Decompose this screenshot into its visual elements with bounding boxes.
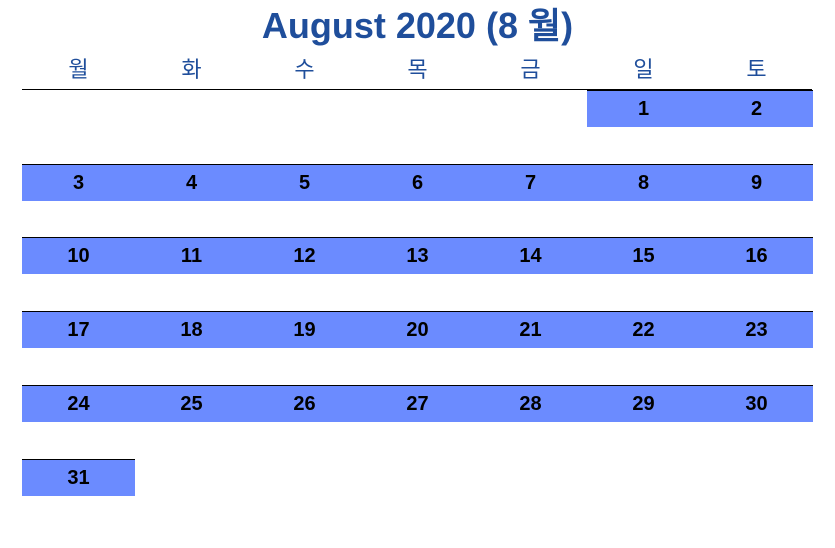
day-cell[interactable]: 2 (700, 90, 813, 127)
week-row: 24 25 26 27 28 29 30 (22, 385, 813, 422)
weekday-tue: 화 (181, 58, 202, 83)
weekday-mon: 월 (68, 58, 89, 83)
day-cell[interactable]: 6 (361, 164, 474, 201)
weekday-sun: 일 (633, 58, 654, 83)
day-cell[interactable]: 16 (700, 237, 813, 274)
week-row: 31 (22, 459, 812, 496)
day-cell[interactable]: 13 (361, 237, 474, 274)
day-cell[interactable]: 26 (248, 385, 361, 422)
week-row: 17 18 19 20 21 22 23 (22, 311, 813, 348)
day-cell[interactable]: 10 (22, 237, 135, 274)
day-cell[interactable]: 9 (700, 164, 813, 201)
day-cell[interactable]: 29 (587, 385, 700, 422)
calendar-title: August 2020 (8 월) (261, 5, 574, 46)
empty-day-cell (248, 90, 361, 127)
weekday-sat: 토 (746, 58, 767, 83)
day-cell[interactable]: 27 (361, 385, 474, 422)
header-divider (22, 89, 812, 90)
empty-day-cell (22, 90, 135, 127)
day-cell[interactable]: 12 (248, 237, 361, 274)
day-cell[interactable]: 21 (474, 311, 587, 348)
day-cell[interactable]: 23 (700, 311, 813, 348)
day-cell[interactable]: 5 (248, 164, 361, 201)
day-cell[interactable]: 19 (248, 311, 361, 348)
day-cell[interactable]: 28 (474, 385, 587, 422)
empty-day-cell (361, 459, 474, 496)
day-cell[interactable]: 31 (22, 459, 135, 496)
weekday-fri: 금 (520, 58, 541, 83)
empty-day-cell (135, 90, 248, 127)
day-cell[interactable]: 20 (361, 311, 474, 348)
empty-day-cell (474, 90, 587, 127)
day-cell[interactable]: 22 (587, 311, 700, 348)
weekday-header: 월 화 수 목 금 일 토 (22, 56, 812, 86)
day-cell[interactable]: 14 (474, 237, 587, 274)
day-cell[interactable]: 25 (135, 385, 248, 422)
weekday-thu: 목 (407, 58, 428, 83)
empty-day-cell (248, 459, 361, 496)
weekday-wed: 수 (294, 58, 315, 83)
day-cell[interactable]: 1 (587, 90, 700, 127)
empty-day-cell (700, 459, 813, 496)
week-row: 10 11 12 13 14 15 16 (22, 237, 813, 274)
day-cell[interactable]: 18 (135, 311, 248, 348)
empty-day-cell (587, 459, 700, 496)
empty-day-cell (135, 459, 248, 496)
day-cell[interactable]: 15 (587, 237, 700, 274)
empty-day-cell (361, 90, 474, 127)
day-cell[interactable]: 24 (22, 385, 135, 422)
empty-day-cell (474, 459, 587, 496)
day-cell[interactable]: 11 (135, 237, 248, 274)
day-cell[interactable]: 30 (700, 385, 813, 422)
day-cell[interactable]: 3 (22, 164, 135, 201)
day-cell[interactable]: 7 (474, 164, 587, 201)
day-cell[interactable]: 17 (22, 311, 135, 348)
day-cell[interactable]: 4 (135, 164, 248, 201)
day-cell[interactable]: 8 (587, 164, 700, 201)
